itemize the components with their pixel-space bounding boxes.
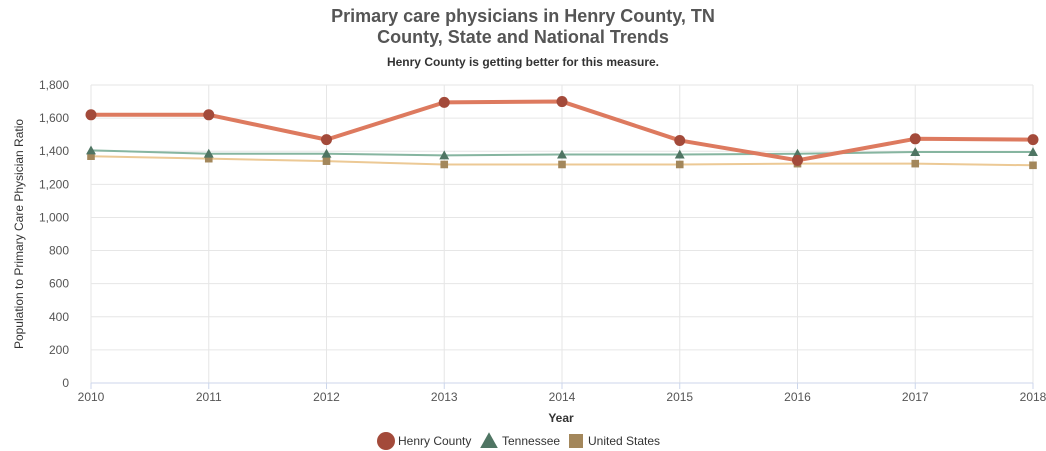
data-point: [1027, 134, 1039, 146]
data-point: [911, 159, 920, 168]
data-point: [557, 149, 567, 159]
axes: 0 200 400 600 800 1,000 1,200 1,400 1,600 1,800 20…: [39, 78, 1046, 404]
x-tick-label: 2011: [196, 390, 222, 404]
y-tick-label: 200: [49, 343, 69, 357]
data-point: [909, 133, 921, 145]
x-tick-label: 2012: [313, 390, 340, 404]
series-tennessee: [86, 145, 1038, 160]
x-tick-label: 2014: [549, 390, 576, 404]
data-point: [322, 157, 331, 165]
x-tick-label: 2016: [784, 390, 811, 404]
data-point: [558, 160, 566, 169]
data-point: [556, 96, 568, 108]
x-tick-label: 2015: [666, 390, 693, 404]
legend-item-united-states[interactable]: United States: [569, 434, 660, 448]
y-axis-title: Population to Primary Care Physician Rat…: [12, 119, 26, 349]
y-tick-label: 1,800: [39, 78, 69, 92]
y-tick-label: 1,600: [39, 111, 69, 125]
data-point: [910, 147, 921, 157]
data-point: [203, 109, 215, 121]
data-point: [674, 149, 685, 159]
data-point: [439, 150, 450, 160]
data-point: [86, 145, 96, 155]
data-point: [87, 152, 95, 160]
data-point: [1028, 147, 1038, 157]
data-point: [321, 148, 332, 158]
y-tick-label: 400: [49, 310, 69, 324]
y-tick-label: 1,400: [39, 144, 69, 158]
legend-item-tennessee[interactable]: Tennessee: [480, 432, 560, 449]
x-axis-title: Year: [548, 411, 574, 425]
legend-marker: [569, 434, 583, 448]
legend-label: Tennessee: [502, 434, 560, 448]
series-henry-county: [85, 96, 1039, 166]
data-point: [203, 148, 214, 158]
y-tick-label: 0: [62, 376, 69, 390]
x-tick-label: 2013: [431, 390, 458, 404]
data-point: [438, 96, 450, 108]
data-point: [1029, 161, 1037, 170]
legend-label: Henry County: [398, 434, 471, 448]
data-point: [204, 154, 213, 163]
legend-marker: [377, 432, 395, 450]
chart-subtitle: County, State and National Trends: [377, 27, 669, 47]
legend-marker: [480, 432, 498, 449]
data-point: [321, 134, 332, 146]
grid: [90, 84, 1034, 383]
data-point: [674, 134, 686, 146]
series-layer: [85, 96, 1039, 170]
chart-note: Henry County is getting better for this …: [387, 55, 659, 69]
data-point: [440, 160, 449, 169]
y-tick-label: 800: [49, 244, 69, 258]
x-tick-label: 2018: [1020, 390, 1046, 404]
legend-item-henry-county[interactable]: Henry County: [377, 432, 471, 450]
y-tick-label: 1,200: [39, 177, 69, 191]
legend: Henry County Tennessee United States: [377, 432, 660, 450]
y-tick-label: 1,000: [39, 210, 69, 224]
legend-label: United States: [588, 434, 660, 448]
chart-title: Primary care physicians in Henry County,…: [331, 6, 715, 26]
data-point: [85, 109, 97, 121]
y-tick-label: 600: [49, 277, 69, 291]
x-tick-label: 2010: [78, 390, 105, 404]
data-point: [675, 160, 684, 169]
data-point: [792, 154, 803, 166]
x-tick-label: 2017: [902, 390, 929, 404]
